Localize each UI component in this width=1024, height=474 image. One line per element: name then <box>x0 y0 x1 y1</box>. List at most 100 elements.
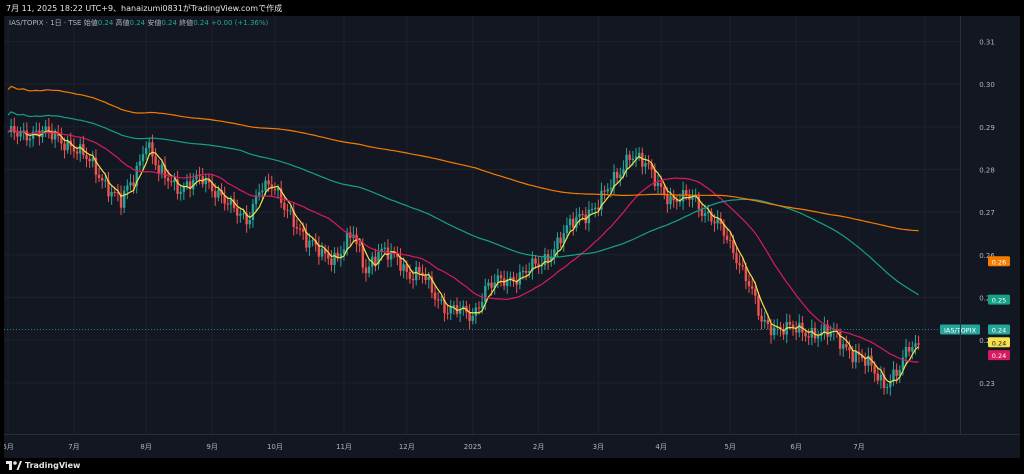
legend-close-label: 終値 <box>179 19 194 27</box>
candle-body <box>556 237 559 250</box>
candle-body <box>612 171 616 188</box>
candle-body <box>606 189 609 192</box>
candle-body <box>719 218 722 224</box>
chart-panel[interactable]: 0.31 0.30 0.29 0.28 0.27 0.26 0.25 0.24 0.23 6月 7… <box>2 16 1020 458</box>
candle-body <box>864 358 867 366</box>
candle-body <box>132 182 135 187</box>
candle-body <box>581 214 584 216</box>
time-axis-divider <box>4 434 1020 435</box>
candle-body <box>19 131 22 137</box>
candle-body <box>358 244 361 246</box>
candle-body <box>402 264 405 271</box>
candle-body <box>66 140 69 151</box>
candle-body <box>91 157 94 162</box>
candle-body <box>286 209 289 211</box>
candle-body <box>656 182 660 186</box>
candle-body <box>747 281 751 287</box>
candle-body <box>214 191 217 198</box>
candle-body <box>182 185 186 192</box>
candle-body <box>276 188 280 191</box>
candle-body <box>735 253 738 264</box>
top-bar: 7月 11, 2025 18:22 UTC+9、hanaizumi0831がTr… <box>0 0 1024 16</box>
candle-body <box>60 136 63 144</box>
bottom-bar: TradingView <box>0 458 1024 474</box>
candle-body <box>119 193 123 208</box>
candle-body <box>367 266 371 274</box>
candle-body <box>663 187 666 195</box>
candle-body <box>94 157 98 175</box>
candle-body <box>842 344 845 349</box>
candle-body <box>534 258 537 264</box>
tradingview-logo-icon <box>6 461 22 470</box>
candle-body <box>232 199 236 209</box>
candle-body <box>283 202 286 210</box>
candle-body <box>848 347 851 351</box>
time-axis: 6月 7月 8月 9月 10月 11月 12月 2025 2月 3月 4月 5月 6月 7月 <box>2 443 864 451</box>
candle-body <box>528 271 531 273</box>
candle-body <box>590 209 594 211</box>
candle-body <box>543 254 547 266</box>
candle-body <box>107 180 110 197</box>
candle-body <box>330 258 333 265</box>
candle-body <box>264 180 267 191</box>
tradingview-logo[interactable]: TradingView <box>6 461 80 470</box>
legend-low-value: 0.24 <box>161 19 177 27</box>
candle-body <box>804 332 807 337</box>
candle-body <box>28 138 32 141</box>
candle-body <box>223 195 226 204</box>
candle-body <box>361 245 365 268</box>
candle-body <box>782 329 785 335</box>
candle-body <box>207 178 211 183</box>
candle-body <box>838 332 842 349</box>
candle-body <box>323 248 327 254</box>
candle-body <box>672 196 675 201</box>
candle-body <box>418 266 421 273</box>
candle-body <box>873 365 876 374</box>
legend-open-value: 0.24 <box>97 19 114 27</box>
candle-body <box>251 204 255 220</box>
symbol-legend[interactable]: IAS/TOPIX · 1日 · TSE 始値0.24 高値0.24 安値0.2… <box>9 18 268 28</box>
candle-body <box>647 163 650 165</box>
price-label-bg <box>988 324 1010 335</box>
x-tick-label: 8月 <box>140 443 151 451</box>
candle-body <box>151 142 154 157</box>
candle-body <box>810 327 814 338</box>
candle-body <box>157 165 160 173</box>
candle-body <box>345 232 349 250</box>
candle-body <box>396 253 399 257</box>
candle-body <box>236 208 239 216</box>
candle-body <box>170 181 173 183</box>
candle-body <box>16 132 19 137</box>
snapshot-timestamp: 7月 11, 2025 18:22 UTC+9、hanaizumi0831がTr… <box>6 4 283 13</box>
candle-body <box>546 254 550 262</box>
candle-body <box>609 187 613 190</box>
candle-body <box>455 305 459 314</box>
candle-body <box>854 351 857 363</box>
candle-body <box>339 253 343 259</box>
candle-body <box>342 249 346 254</box>
candle-body <box>766 320 770 324</box>
candle-body <box>176 179 179 194</box>
price-label-text: 0.24 <box>992 352 1006 360</box>
candle-body <box>826 324 829 337</box>
candle-body <box>725 235 729 240</box>
x-tick-label: 7月 <box>68 443 79 451</box>
candle-body <box>317 244 321 257</box>
candle-body <box>383 247 386 249</box>
x-tick-label: 9月 <box>206 443 217 451</box>
candle-body <box>305 231 308 248</box>
candle-body <box>713 221 716 224</box>
x-tick-label: 5月 <box>724 443 735 451</box>
candle-body <box>443 299 446 314</box>
candle-body <box>295 226 299 229</box>
candle-body <box>97 174 101 178</box>
candle-body <box>85 155 88 160</box>
candle-body <box>515 281 518 285</box>
candle-body <box>537 263 540 267</box>
candle-body <box>615 171 619 178</box>
price-label-text: 0.25 <box>992 297 1006 305</box>
candle-body <box>471 315 474 321</box>
candle-body <box>741 265 744 267</box>
candle-body <box>389 250 393 260</box>
price-chart[interactable]: 0.31 0.30 0.29 0.28 0.27 0.26 0.25 0.24 0.23 6月 7… <box>2 16 1020 458</box>
